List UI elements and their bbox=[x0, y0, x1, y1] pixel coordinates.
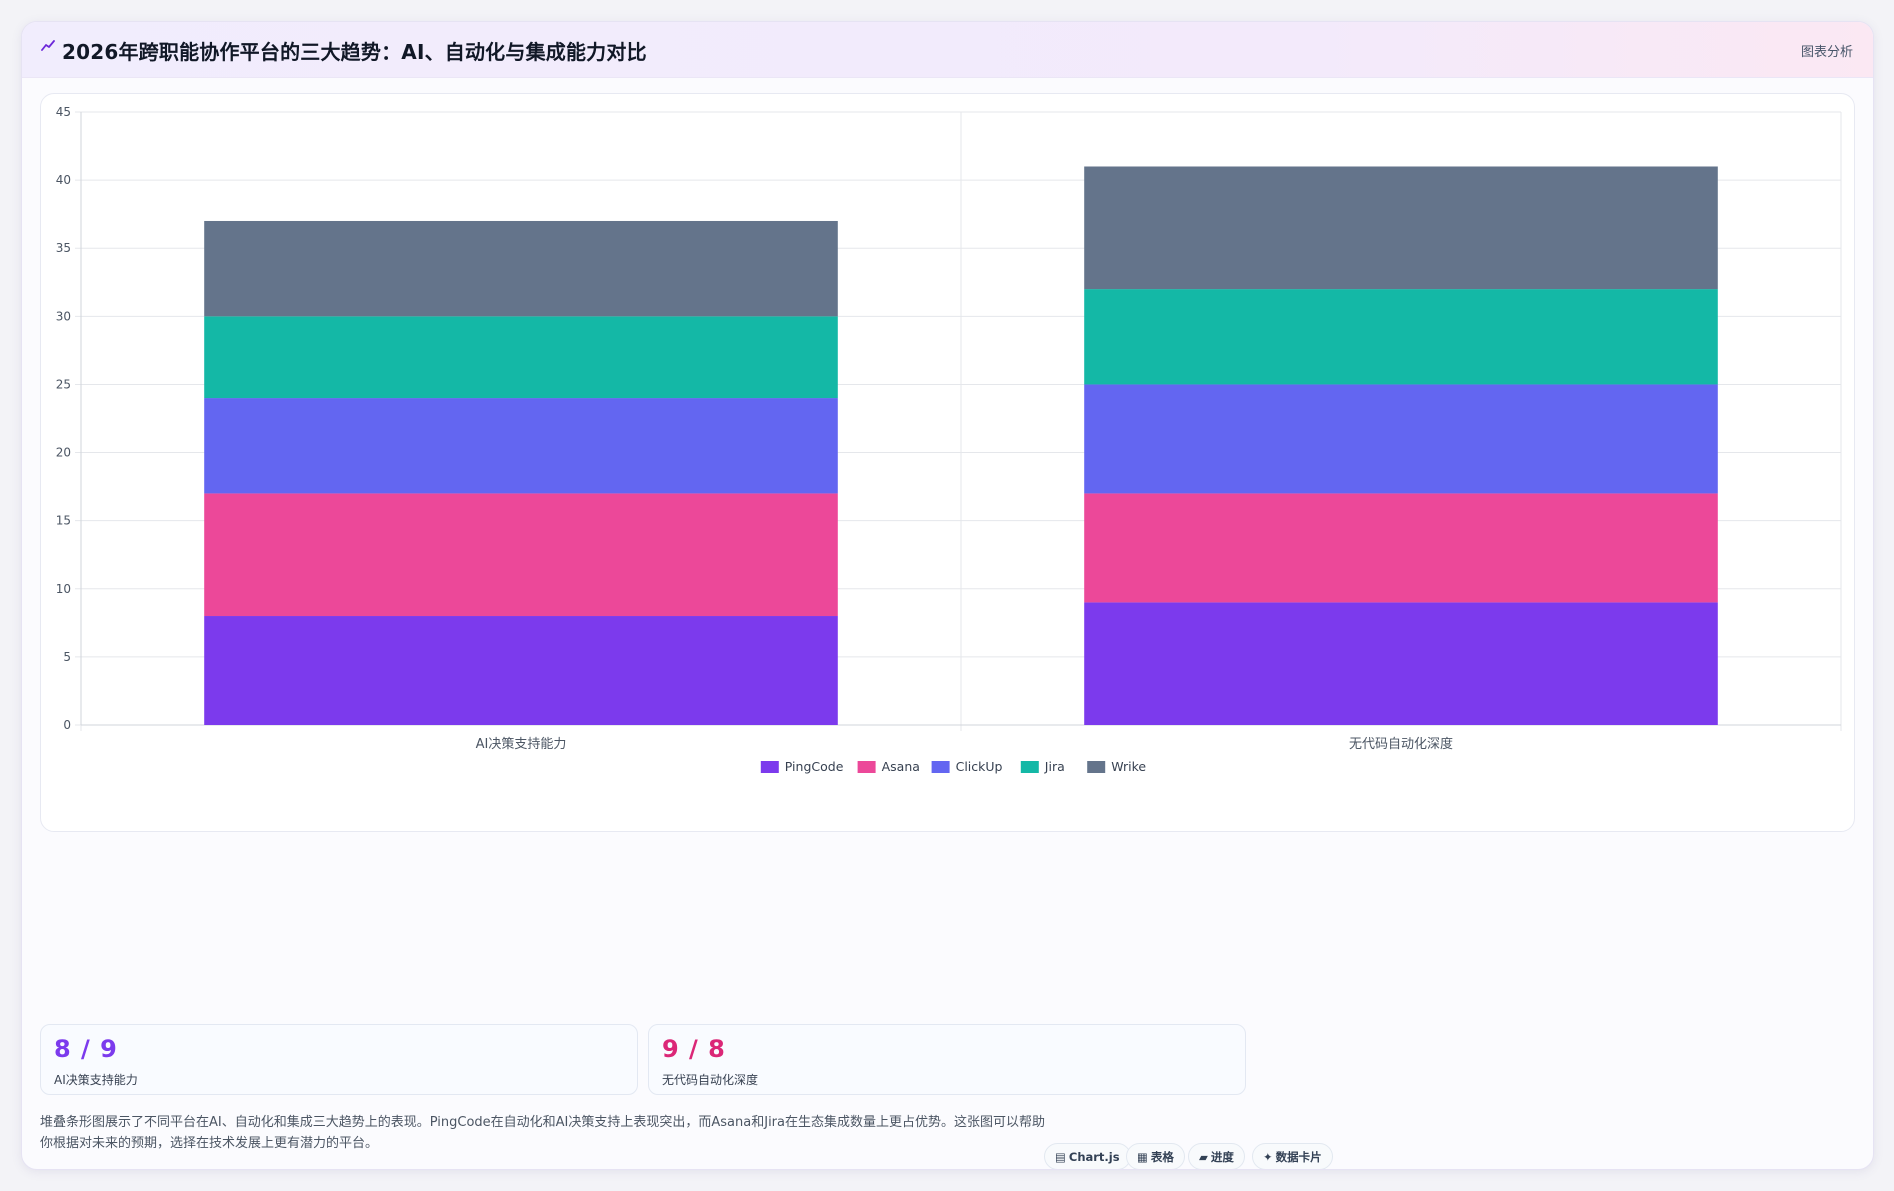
pill-label: 表格 bbox=[1150, 1150, 1174, 1164]
bar-segment bbox=[1084, 602, 1718, 725]
chart-panel: 0 5 10 15 20 25 30 35 40 45 AI决策支持能力 无代码自动化深度 PingCo… bbox=[40, 93, 1855, 832]
legend-label: Wrike bbox=[1111, 759, 1146, 774]
legend-swatch bbox=[931, 761, 950, 773]
data-card-pill[interactable]: ✦ 数据卡片 bbox=[1252, 1143, 1333, 1169]
bar-segment bbox=[1084, 289, 1718, 385]
y-tick-label: 30 bbox=[56, 309, 71, 323]
bar-segment bbox=[204, 220, 838, 317]
chart-analysis-link[interactable]: 图表分析 bbox=[1800, 45, 1853, 60]
stat-value: 8 / 9 bbox=[54, 1035, 118, 1063]
trend-icon bbox=[41, 40, 55, 51]
progress-pill[interactable]: ▰ 进度 bbox=[1188, 1143, 1245, 1169]
bar-segment bbox=[204, 616, 838, 725]
chart-description: 堆叠条形图展示了不同平台在AI、自动化和集成三大趋势上的表现。PingCode在… bbox=[40, 1115, 1045, 1151]
y-tick-label: 40 bbox=[56, 173, 71, 187]
stat-card-automation: 9 / 8 无代码自动化深度 bbox=[648, 1024, 1246, 1095]
legend-label: PingCode bbox=[785, 759, 844, 774]
pill-label: 数据卡片 bbox=[1275, 1150, 1322, 1164]
legend-label: Asana bbox=[882, 759, 920, 774]
y-tick-label: 10 bbox=[56, 582, 71, 596]
x-tick-label: 无代码自动化深度 bbox=[1349, 736, 1453, 752]
progress-icon: ▰ bbox=[1199, 1150, 1208, 1164]
y-tick-label: 15 bbox=[56, 514, 71, 528]
legend-swatch bbox=[1087, 761, 1106, 773]
stat-label: AI决策支持能力 bbox=[54, 1073, 138, 1087]
legend-label: ClickUp bbox=[956, 759, 1003, 774]
y-tick-label: 20 bbox=[56, 446, 71, 460]
stacked-bar-chart: 0 5 10 15 20 25 30 35 40 45 AI决策支持能力 无代码自动化深度 PingCo… bbox=[56, 105, 1842, 774]
bar-segment bbox=[204, 316, 838, 399]
card-header: 2026年跨职能协作平台的三大趋势：AI、自动化与集成能力对比 图表分析 bbox=[22, 22, 1873, 78]
y-tick-label: 35 bbox=[56, 241, 71, 255]
bar-segment bbox=[1084, 384, 1718, 494]
table-pill[interactable]: ▦ 表格 bbox=[1126, 1143, 1185, 1169]
chart-card: 2026年跨职能协作平台的三大趋势：AI、自动化与集成能力对比 图表分析 0 5 1… bbox=[21, 21, 1874, 1170]
bar-segment bbox=[204, 398, 838, 494]
legend-swatch bbox=[1020, 761, 1039, 773]
card-icon: ✦ bbox=[1263, 1150, 1273, 1164]
y-tick-label: 5 bbox=[63, 650, 71, 664]
chart-icon: ▤ bbox=[1055, 1150, 1066, 1164]
stat-label: 无代码自动化深度 bbox=[662, 1073, 759, 1087]
pill-label: 进度 bbox=[1210, 1150, 1234, 1164]
pill-label: Chart.js bbox=[1068, 1150, 1120, 1164]
bar-segment bbox=[1084, 493, 1718, 603]
page-title: 2026年跨职能协作平台的三大趋势：AI、自动化与集成能力对比 bbox=[62, 40, 647, 64]
legend-label: Jira bbox=[1044, 759, 1065, 774]
legend-swatch bbox=[760, 761, 779, 773]
stat-value: 9 / 8 bbox=[662, 1035, 726, 1063]
table-icon: ▦ bbox=[1137, 1150, 1148, 1164]
legend-swatch bbox=[857, 761, 876, 773]
x-tick-label: AI决策支持能力 bbox=[476, 736, 567, 752]
y-tick-label: 25 bbox=[56, 377, 71, 391]
bar-segment bbox=[204, 493, 838, 617]
bar-segment bbox=[1084, 166, 1718, 290]
stat-card-ai: 8 / 9 AI决策支持能力 bbox=[40, 1024, 638, 1095]
chartjs-pill[interactable]: ▤ Chart.js bbox=[1044, 1143, 1131, 1169]
y-tick-label: 45 bbox=[56, 105, 71, 119]
y-tick-label: 0 bbox=[63, 718, 71, 732]
